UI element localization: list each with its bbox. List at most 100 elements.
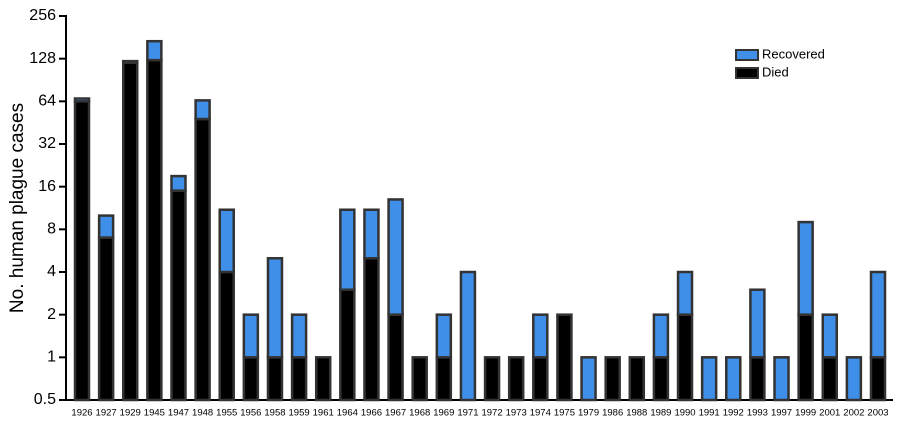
bar-segment — [97, 236, 115, 402]
bar-segment — [797, 313, 814, 402]
bar-segment — [652, 313, 670, 359]
y-tick-label: 128 — [29, 50, 56, 67]
y-tick-label: 0.5 — [34, 391, 56, 408]
y-axis-label: No. human plague cases — [7, 103, 28, 313]
legend-swatch — [735, 67, 759, 79]
bar-segment — [339, 208, 356, 291]
x-tick-label: 1974 — [530, 408, 551, 419]
bar-segment — [387, 198, 404, 316]
bar-segment — [725, 356, 742, 402]
x-tick-label: 1979 — [578, 408, 599, 419]
x-tick-label: 1961 — [313, 408, 334, 419]
x-tick-label: 1966 — [361, 408, 382, 419]
x-tick-label: 1992 — [723, 408, 744, 419]
bar-segment — [676, 270, 694, 316]
y-tick-label: 16 — [38, 178, 56, 195]
bar-segment — [869, 270, 887, 359]
x-tick-label: 1927 — [96, 408, 117, 419]
bar-segment — [290, 313, 308, 359]
x-tick-label: 2003 — [867, 408, 888, 419]
bar-segment — [266, 257, 284, 359]
bar-segment — [73, 100, 91, 402]
y-tick-label: 8 — [47, 221, 56, 238]
x-tick-label: 1991 — [699, 408, 720, 419]
x-tick-label: 1988 — [626, 408, 647, 419]
bar-segment — [604, 356, 621, 402]
x-tick-label: 1993 — [747, 408, 768, 419]
bar-segment — [749, 356, 766, 402]
x-tick-label: 1964 — [337, 408, 358, 419]
bar-segment — [73, 97, 91, 103]
y-tick-label: 1 — [47, 349, 56, 366]
bar-segment — [773, 356, 790, 402]
bar-segment — [290, 356, 308, 402]
x-tick-label: 2001 — [819, 408, 840, 419]
x-tick-label: 1967 — [385, 408, 406, 419]
bar-segment — [170, 174, 187, 192]
bar-segment — [532, 313, 549, 359]
y-tick-label: 4 — [47, 263, 56, 280]
bar-segment — [459, 270, 477, 402]
bar-segment — [242, 356, 260, 402]
bar-segment — [628, 356, 646, 402]
bar-segment — [146, 58, 163, 402]
x-tick-label: 1986 — [602, 408, 623, 419]
bar-segment — [218, 270, 235, 402]
bar-segment — [363, 257, 380, 402]
x-tick-label: 1971 — [457, 408, 478, 419]
bar-segment — [435, 356, 453, 402]
bar-segment — [556, 313, 573, 402]
bar-segment — [121, 61, 139, 402]
bar-segment — [821, 313, 839, 359]
x-tick-label: 1990 — [674, 408, 695, 419]
bar-segment — [121, 59, 139, 64]
y-tick-label: 32 — [38, 135, 56, 152]
bar-segment — [580, 356, 597, 402]
x-tick-label: 1989 — [650, 408, 671, 419]
bar-segment — [242, 313, 260, 359]
bar-segment — [652, 356, 670, 402]
x-tick-label: 1929 — [120, 408, 141, 419]
bar-segment — [676, 313, 694, 402]
y-tick-label: 2 — [47, 306, 56, 323]
bar-segment — [411, 356, 428, 402]
x-tick-label: 1973 — [506, 408, 527, 419]
bar-segment — [363, 208, 380, 260]
y-tick-label: 256 — [29, 7, 56, 24]
x-tick-label: 1947 — [168, 408, 189, 419]
legend-label: Recovered — [762, 46, 825, 61]
y-tick-label: 64 — [38, 93, 56, 110]
x-tick-label: 1926 — [71, 408, 92, 419]
bar-segment — [387, 313, 404, 402]
legend-label: Died — [762, 64, 789, 79]
bar-segment — [532, 356, 549, 402]
bar-segment — [194, 99, 211, 121]
bar-segment — [435, 313, 453, 359]
bar-segment — [218, 208, 235, 274]
x-tick-label: 1959 — [289, 408, 310, 419]
bar-segment — [821, 356, 839, 402]
x-tick-label: 1997 — [771, 408, 792, 419]
bar-segment — [314, 356, 332, 402]
bar-segment — [869, 356, 887, 402]
x-tick-label: 1999 — [795, 408, 816, 419]
x-tick-label: 1975 — [554, 408, 575, 419]
bar-segment — [507, 356, 525, 402]
x-tick-label: 2002 — [843, 408, 864, 419]
x-tick-label: 1958 — [264, 408, 285, 419]
bar-segment — [483, 356, 501, 402]
bar-segment — [339, 288, 356, 402]
bar-segment — [845, 356, 863, 402]
x-tick-label: 1945 — [144, 408, 165, 419]
x-tick-label: 1969 — [433, 408, 454, 419]
bar-segment — [749, 288, 766, 359]
x-tick-label: 1955 — [216, 408, 237, 419]
bar-segment — [700, 356, 718, 402]
bar-segment — [97, 214, 115, 239]
legend-swatch — [735, 49, 759, 61]
bar-segment — [146, 39, 163, 62]
bar-segment — [170, 189, 187, 402]
x-tick-label: 1972 — [481, 408, 502, 419]
bar-segment — [797, 220, 814, 316]
